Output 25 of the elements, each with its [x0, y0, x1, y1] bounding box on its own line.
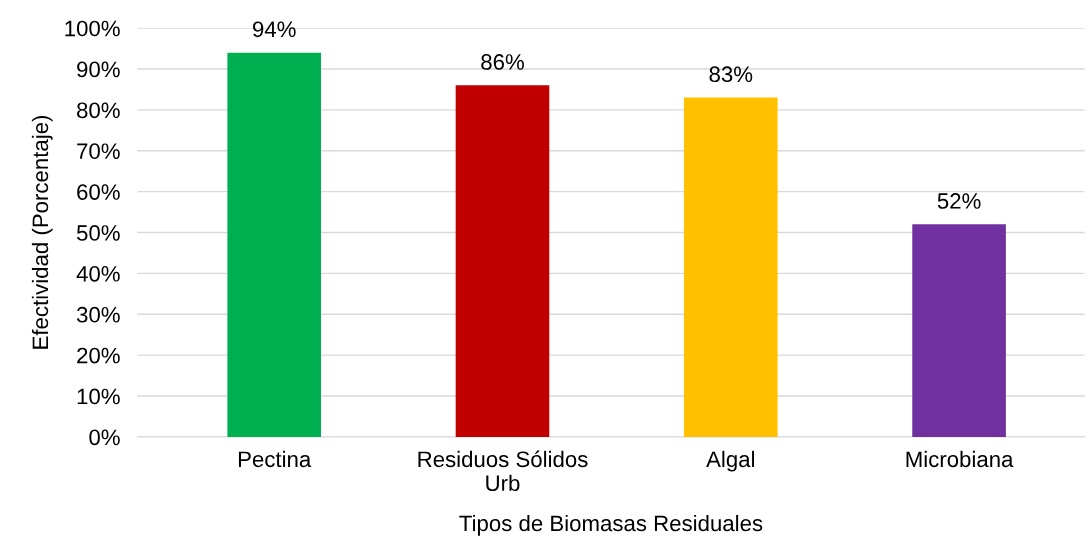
- data-label: 52%: [937, 193, 981, 209]
- y-tick-label: 100%: [65, 20, 120, 37]
- data-label: 94%: [253, 21, 296, 38]
- y-tick-label: 0%: [89, 429, 120, 446]
- y-tick-label: 40%: [76, 265, 120, 282]
- x-tick-label: Residuos Sólidos Urb: [418, 450, 588, 492]
- data-label: 83%: [709, 66, 753, 83]
- y-tick-label: 10%: [77, 388, 120, 405]
- y-tick-label: 20%: [77, 347, 120, 364]
- bar: [683, 97, 778, 437]
- y-tick-label: 50%: [76, 225, 120, 241]
- y-tick-label: 80%: [77, 102, 120, 119]
- x-tick-label: Microbiana: [906, 450, 1014, 468]
- y-tick-label: 60%: [77, 184, 120, 200]
- y-tick-label: 90%: [77, 61, 120, 78]
- bar: [455, 85, 550, 437]
- x-axis-title: Tipos de Biomasas Residuales: [459, 514, 763, 536]
- data-label: 86%: [481, 54, 524, 70]
- x-tick-label: Pectina: [238, 450, 312, 468]
- y-axis-title: Efectividad (Porcentaje): [31, 115, 53, 349]
- bar: [912, 224, 1006, 437]
- y-tick-label: 70%: [77, 143, 120, 160]
- x-tick-label: Algal: [706, 450, 755, 472]
- y-tick-label: 30%: [76, 306, 120, 323]
- bar: [227, 52, 321, 437]
